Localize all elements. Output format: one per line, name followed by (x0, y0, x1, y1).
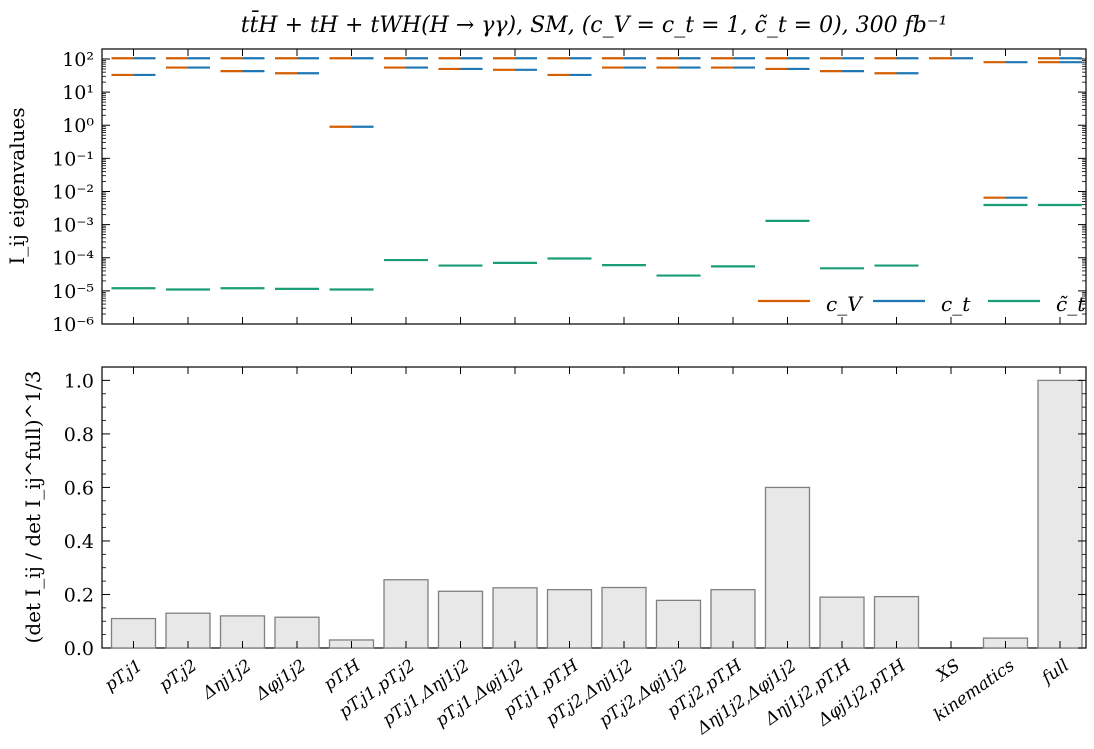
top-x-ticks (133, 49, 1061, 324)
top-y-tick-label: 10⁻² (52, 181, 94, 203)
top-y-axis-label: I_ij eigenvalues (5, 107, 29, 264)
ratio-bar (437, 590, 484, 649)
top-y-tick-label: 10² (62, 49, 94, 71)
bottom-y-tick-label: 0.4 (64, 531, 94, 553)
ratio-bar (383, 579, 429, 649)
ratio-bars (110, 379, 1083, 649)
legend-label: c̃_t (1056, 292, 1086, 316)
top-y-tick-label: 10¹ (62, 82, 94, 104)
ratio-bar (819, 596, 865, 649)
legend-label: c_V (826, 292, 864, 316)
bottom-y-ticks: 0.0 0.2 0.4 0.6 0.8 1.0 (64, 370, 1086, 660)
ratio-bar (710, 589, 756, 649)
ratio-bar (764, 486, 811, 649)
bottom-y-tick-label: 0.8 (64, 424, 94, 446)
top-y-ticks: 10⁻⁶ 10⁻⁵ 10⁻⁴ 10⁻³ 10⁻² 10⁻¹ 10⁰ 10¹ 10² (52, 49, 1086, 336)
ratio-bar (546, 589, 593, 649)
ratio-bar (655, 599, 702, 649)
x-category-label: Δηj1j2 (198, 656, 255, 704)
x-category-label: full (1037, 656, 1073, 690)
chart-title: tt̄H + tH + tWH(H → γγ), SM, (c_V = c_t … (241, 10, 948, 38)
bottom-axes-frame (101, 366, 1087, 649)
x-category-label: pT,j2 (156, 656, 201, 696)
top-y-tick-label: 10⁻⁶ (52, 314, 94, 336)
eigenvalue-panel: 10⁻⁶ 10⁻⁵ 10⁻⁴ 10⁻³ 10⁻² 10⁻¹ 10⁰ 10¹ 10² c_V c_t… (5, 48, 1087, 336)
x-category-label: XS (931, 656, 964, 687)
determinant-ratio-panel: 0.0 0.2 0.4 0.6 0.8 1.0 pT,j1 pT,j2Δηj1j2Δφj1j… (21, 366, 1087, 739)
top-y-tick-label: 10⁰ (62, 115, 94, 137)
eigenvalue-marks (111, 57, 1082, 291)
ratio-bar (601, 586, 647, 649)
top-y-tick-label: 10⁻⁵ (52, 281, 94, 303)
legend: c_V c_t c̃_t (758, 292, 1086, 316)
x-category-label: Δφj1j2 (251, 656, 309, 705)
ratio-bar (1037, 379, 1083, 649)
top-y-tick-label: 10⁻¹ (52, 148, 94, 170)
bottom-y-tick-label: 1.0 (64, 370, 94, 392)
ratio-bar (492, 587, 538, 649)
bottom-y-tick-label: 0.0 (64, 638, 94, 660)
top-axes-frame (101, 48, 1087, 325)
bottom-y-tick-label: 0.2 (64, 584, 94, 606)
ratio-bar (873, 595, 920, 649)
x-category-label: pT,j1 (101, 656, 146, 696)
top-y-tick-label: 10⁻³ (52, 215, 94, 237)
bottom-y-axis-label: (det I_ij / det I_ij^full)^1/3 (21, 371, 45, 644)
bottom-y-tick-label: 0.6 (64, 477, 94, 499)
top-y-tick-label: 10⁻⁴ (52, 248, 94, 270)
legend-label: c_t (941, 292, 971, 316)
